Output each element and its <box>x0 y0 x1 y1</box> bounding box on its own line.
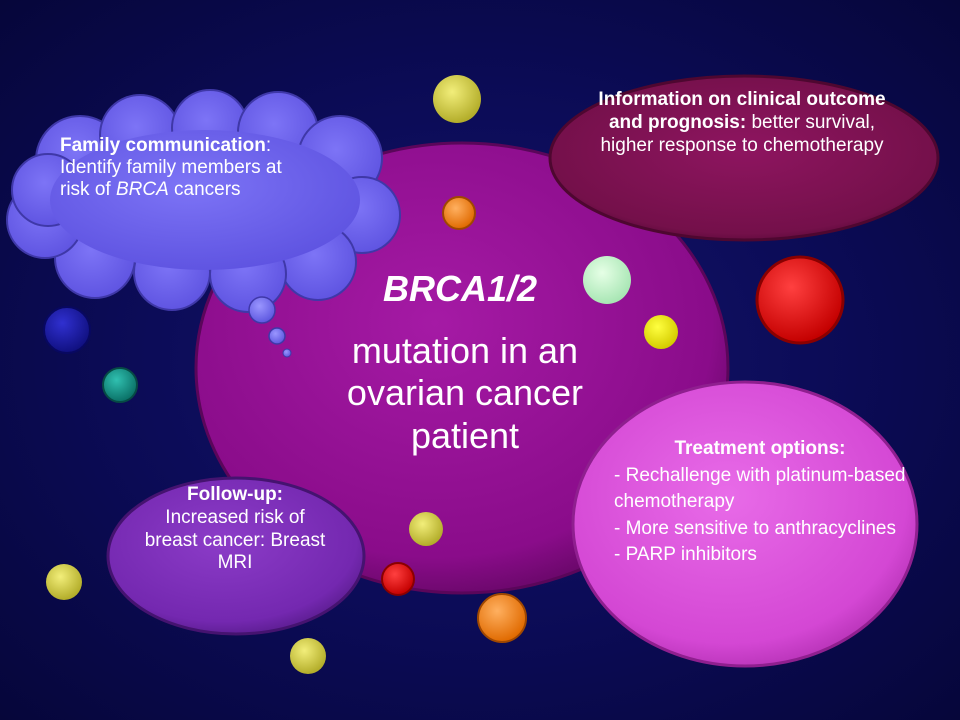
thought-dot-medium <box>268 327 286 345</box>
family-colon: : <box>265 135 272 156</box>
center-title: BRCA1/2 <box>382 268 538 309</box>
followup-body: Increased risk of breast cancer: Breast … <box>144 506 326 574</box>
followup-bubble <box>106 476 366 636</box>
followup-text: Follow-up: Increased risk of breast canc… <box>140 484 330 575</box>
ball-blue <box>43 306 91 354</box>
followup-title: Follow-up: <box>186 484 284 505</box>
ball-orange-bottom <box>477 593 527 643</box>
center-subtitle-line: ovarian cancer <box>346 372 584 414</box>
treatment-item: - Rechallenge with platinum-based chemot… <box>614 464 906 513</box>
info-body: better survival, higher response to chem… <box>600 111 884 156</box>
family-communication-text: Family communication: Identify family me… <box>60 135 310 201</box>
ball-red-large <box>755 255 845 345</box>
family-cloud <box>6 89 401 313</box>
ball-yellow-left <box>46 564 82 600</box>
ball-yellow-bright <box>644 315 678 349</box>
ball-yellow-bottom <box>290 638 326 674</box>
info-bubble <box>548 74 940 242</box>
info-title: Information on clinical outcome and prog… <box>598 89 886 133</box>
ball-red-small <box>381 562 415 596</box>
treatment-title: Treatment options: <box>674 438 846 459</box>
info-text: Information on clinical outcome and prog… <box>596 89 888 157</box>
treatment-bubble <box>571 380 919 668</box>
treatment-item: - More sensitive to anthracyclines <box>614 517 896 539</box>
ball-yellow-center <box>409 512 443 546</box>
ball-teal <box>102 367 138 403</box>
family-body-2: cancers <box>168 178 241 200</box>
family-title: Family communication <box>60 135 266 156</box>
treatment-item: - PARP inhibitors <box>614 544 757 566</box>
family-body-1: Identify family members at risk of <box>60 156 282 200</box>
center-subtitle-line: patient <box>410 414 520 456</box>
thought-dot-large <box>248 296 276 324</box>
center-subtitle-line: mutation in an <box>351 330 579 371</box>
treatment-text: Treatment options: - Rechallenge with pl… <box>610 436 910 569</box>
family-body-italic: BRCA <box>115 178 169 200</box>
ball-mint <box>583 256 631 304</box>
ball-yellow-top <box>433 75 481 123</box>
thought-dot-small <box>282 348 292 358</box>
ball-orange-top <box>442 196 476 230</box>
center-subtitle: mutation in an ovarian cancer patient <box>300 330 630 457</box>
